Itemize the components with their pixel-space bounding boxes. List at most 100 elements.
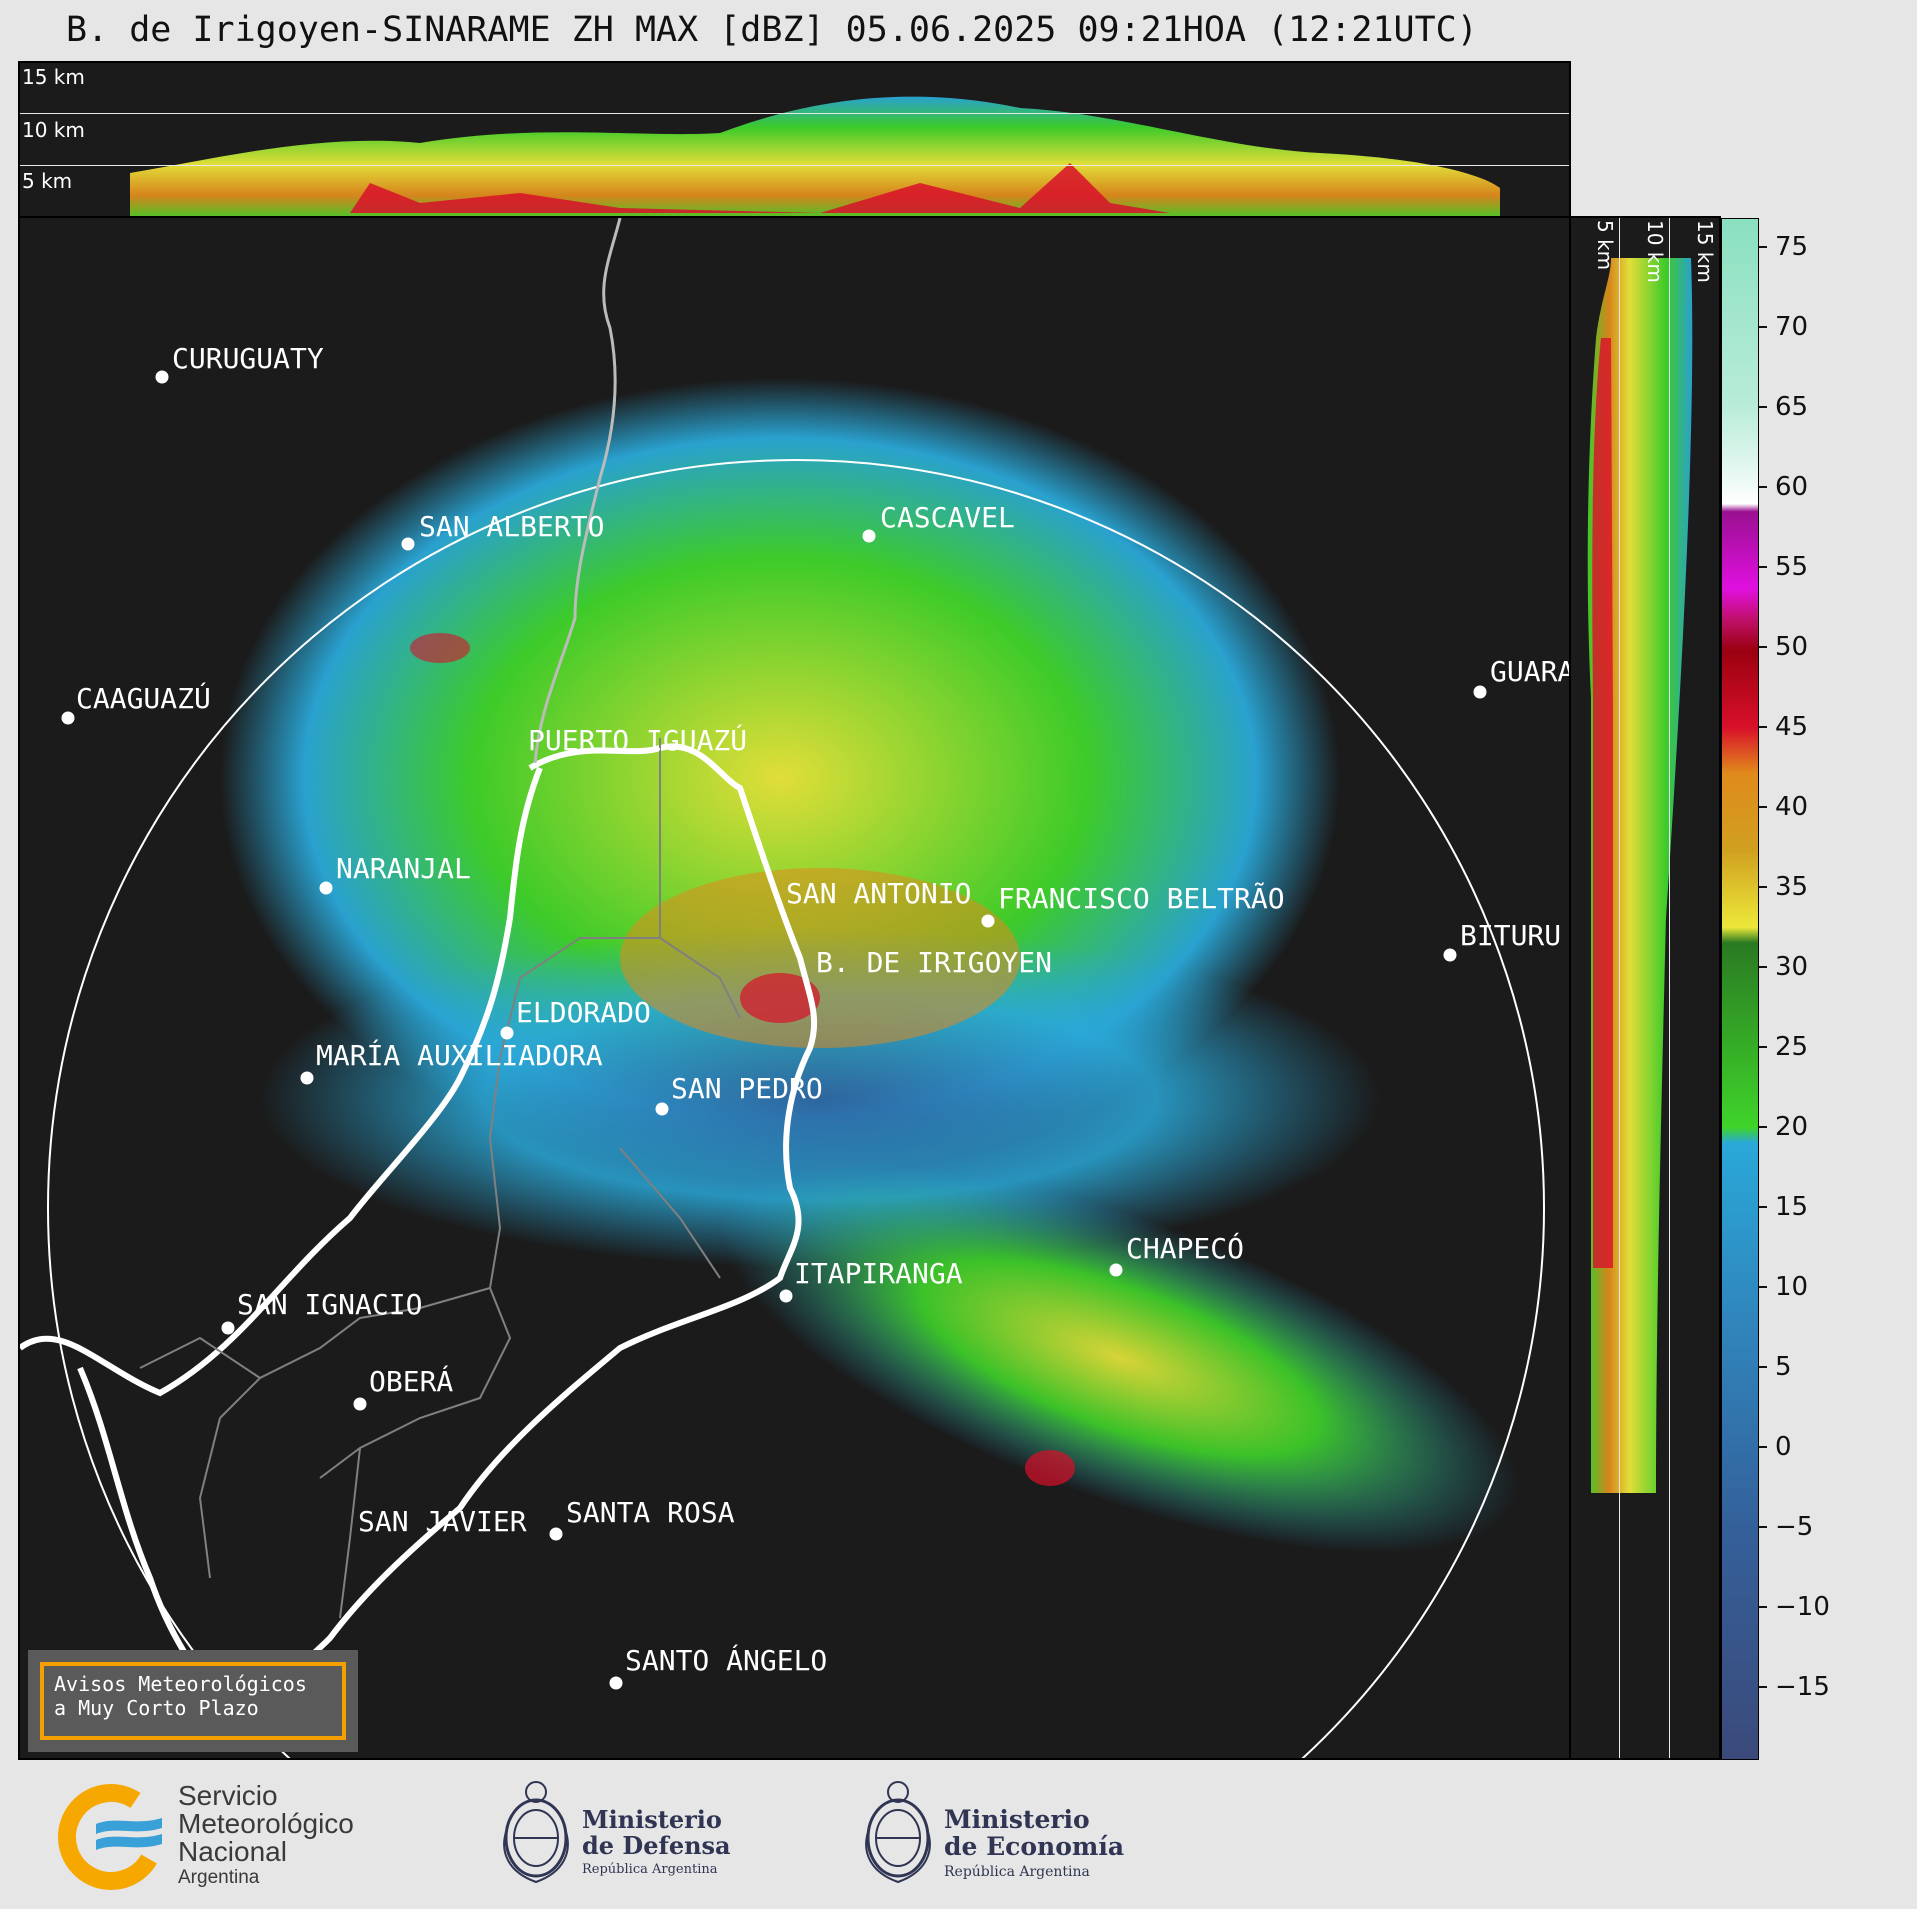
- city-dot-maria-auxiliadora: [300, 1071, 314, 1085]
- side-echo-band: [1587, 258, 1693, 1493]
- defensa-line2: de Defensa: [582, 1831, 731, 1860]
- colorbar-label-minus10: −10: [1775, 1592, 1830, 1622]
- colorbar-tick-45: [1759, 726, 1767, 728]
- department-lines: [139, 738, 741, 1619]
- city-label-san-antonio: SAN ANTONIO: [786, 877, 972, 910]
- city-dot-caaguazu: [61, 711, 75, 725]
- boundary-paraguay-brazil: [533, 218, 622, 764]
- echo-core-red-1: [740, 973, 820, 1023]
- colorbar-tick-20: [1759, 1126, 1767, 1128]
- dbz-colorbar: [1721, 218, 1759, 1760]
- warning-box: Avisos Meteorológicos a Muy Corto Plazo: [28, 1650, 358, 1752]
- city-dot-eldorado: [500, 1026, 514, 1040]
- city-label-curuguaty: CURUGUATY: [172, 342, 324, 375]
- side-label-5km: 5 km: [1593, 220, 1617, 271]
- side-label-10km: 10 km: [1643, 220, 1667, 283]
- colorbar-label-25: 25: [1775, 1032, 1809, 1062]
- city-label-francisco-beltrao: FRANCISCO BELTRÃO: [998, 882, 1285, 915]
- defensa-line1: Ministerio: [582, 1805, 722, 1834]
- city-dot-bituru: [1443, 948, 1457, 962]
- echo-core-orange: [620, 868, 1020, 1048]
- top-label-15km: 15 km: [22, 65, 85, 89]
- defensa-sub: República Argentina: [582, 1862, 718, 1877]
- city-dot-francisco-beltrao: [981, 914, 995, 928]
- city-label-maria-auxiliadora: MARÍA AUXILIADORA: [316, 1039, 603, 1072]
- echo-southeast-band: [722, 1163, 1518, 1553]
- city-dot-cascavel: [862, 529, 876, 543]
- colorbar-label-minus5: −5: [1775, 1512, 1814, 1542]
- side-label-15km: 15 km: [1693, 220, 1717, 283]
- colorbar-label-5: 5: [1775, 1352, 1792, 1382]
- city-label-guara: GUARA: [1490, 655, 1571, 688]
- boundary-iguazu-uruguay: [217, 743, 818, 1741]
- economia-line1: Ministerio: [944, 1805, 1090, 1834]
- side-10km-line: [1669, 218, 1670, 1758]
- top-10km-line: [20, 165, 1569, 166]
- smn-line4: Argentina: [178, 1867, 260, 1888]
- smn-line3: Nacional: [178, 1836, 287, 1867]
- warning-box-frame: Avisos Meteorológicos a Muy Corto Plazo: [40, 1662, 346, 1740]
- city-label-chapeco: CHAPECÓ: [1126, 1232, 1245, 1265]
- colorbar-tick-minus15: [1759, 1686, 1767, 1688]
- colorbar-label-30: 30: [1775, 952, 1809, 982]
- colorbar-tick-75: [1759, 246, 1767, 248]
- colorbar-label-10: 10: [1775, 1272, 1809, 1302]
- colorbar-tick-55: [1759, 566, 1767, 568]
- colorbar-label-45: 45: [1775, 712, 1809, 742]
- city-dot-san-alberto: [401, 537, 415, 551]
- city-dot-itapiranga: [779, 1289, 793, 1303]
- colorbar-label-55: 55: [1775, 552, 1809, 582]
- ministerio-economia-logo: Ministerio de Economía República Argenti…: [856, 1772, 1136, 1897]
- side-echo-core: [1592, 338, 1613, 1268]
- top-cross-section-panel: 15 km 10 km 5 km: [18, 61, 1571, 218]
- top-label-10km: 10 km: [22, 118, 85, 142]
- colorbar-label-minus15: −15: [1775, 1672, 1830, 1702]
- smn-logo-icon: [57, 1784, 164, 1890]
- radar-map-svg: [20, 218, 1545, 1758]
- boundary-river-parana: [20, 766, 543, 1397]
- colorbar-tick-60: [1759, 486, 1767, 488]
- smn-line2: Meteorológico: [178, 1808, 354, 1839]
- warning-box-line1: Avisos Meteorológicos: [54, 1672, 307, 1696]
- economia-line2: de Economía: [944, 1832, 1125, 1861]
- top-label-5km: 5 km: [22, 169, 73, 193]
- colorbar-tick-25: [1759, 1046, 1767, 1048]
- ministerio-defensa-logo: Ministerio de Defensa República Argentin…: [494, 1772, 754, 1897]
- colorbar-label-15: 15: [1775, 1192, 1809, 1222]
- city-label-eldorado: ELDORADO: [516, 996, 651, 1029]
- city-label-san-alberto: SAN ALBERTO: [419, 510, 605, 543]
- city-label-obera: OBERÁ: [369, 1365, 454, 1398]
- side-5km-line: [1619, 218, 1620, 1758]
- colorbar-tick-40: [1759, 806, 1767, 808]
- top-echo-band: [130, 96, 1500, 216]
- echo-core-red-3: [410, 633, 470, 663]
- city-label-san-ignacio: SAN IGNACIO: [237, 1288, 423, 1321]
- colorbar-label-70: 70: [1775, 312, 1809, 342]
- city-label-santa-rosa: SANTA ROSA: [566, 1496, 735, 1529]
- colorbar-tick-minus10: [1759, 1606, 1767, 1608]
- colorbar-tick-15: [1759, 1206, 1767, 1208]
- coat-of-arms-icon: [503, 1781, 569, 1884]
- colorbar-tick-35: [1759, 886, 1767, 888]
- city-dot-naranjal: [319, 881, 333, 895]
- city-dot-chapeco: [1109, 1263, 1123, 1277]
- city-label-puerto-iguazu: PUERTO IGUAZÚ: [528, 724, 748, 757]
- city-dot-santa-rosa: [549, 1527, 563, 1541]
- colorbar-tick-minus5: [1759, 1526, 1767, 1528]
- city-label-itapiranga: ITAPIRANGA: [794, 1257, 963, 1290]
- colorbar-label-50: 50: [1775, 632, 1809, 662]
- colorbar-tick-0: [1759, 1446, 1767, 1448]
- colorbar-label-65: 65: [1775, 392, 1809, 422]
- city-label-san-pedro: SAN PEDRO: [671, 1072, 823, 1105]
- city-dot-guara: [1473, 685, 1487, 699]
- city-label-bituru: BITURU: [1460, 919, 1562, 952]
- colorbar-tick-70: [1759, 326, 1767, 328]
- city-label-santo-angelo: SANTO ÁNGELO: [625, 1644, 828, 1677]
- side-cross-section-svg: [1587, 258, 1693, 1493]
- colorbar-tick-30: [1759, 966, 1767, 968]
- echo-blue-center: [260, 928, 1380, 1268]
- colorbar-label-0: 0: [1775, 1432, 1792, 1462]
- colorbar-tick-50: [1759, 646, 1767, 648]
- city-label-cascavel: CASCAVEL: [880, 501, 1015, 534]
- radar-map-panel: CURUGUATY SAN ALBERTO CASCAVEL CAAGUAZÚ …: [18, 216, 1571, 1760]
